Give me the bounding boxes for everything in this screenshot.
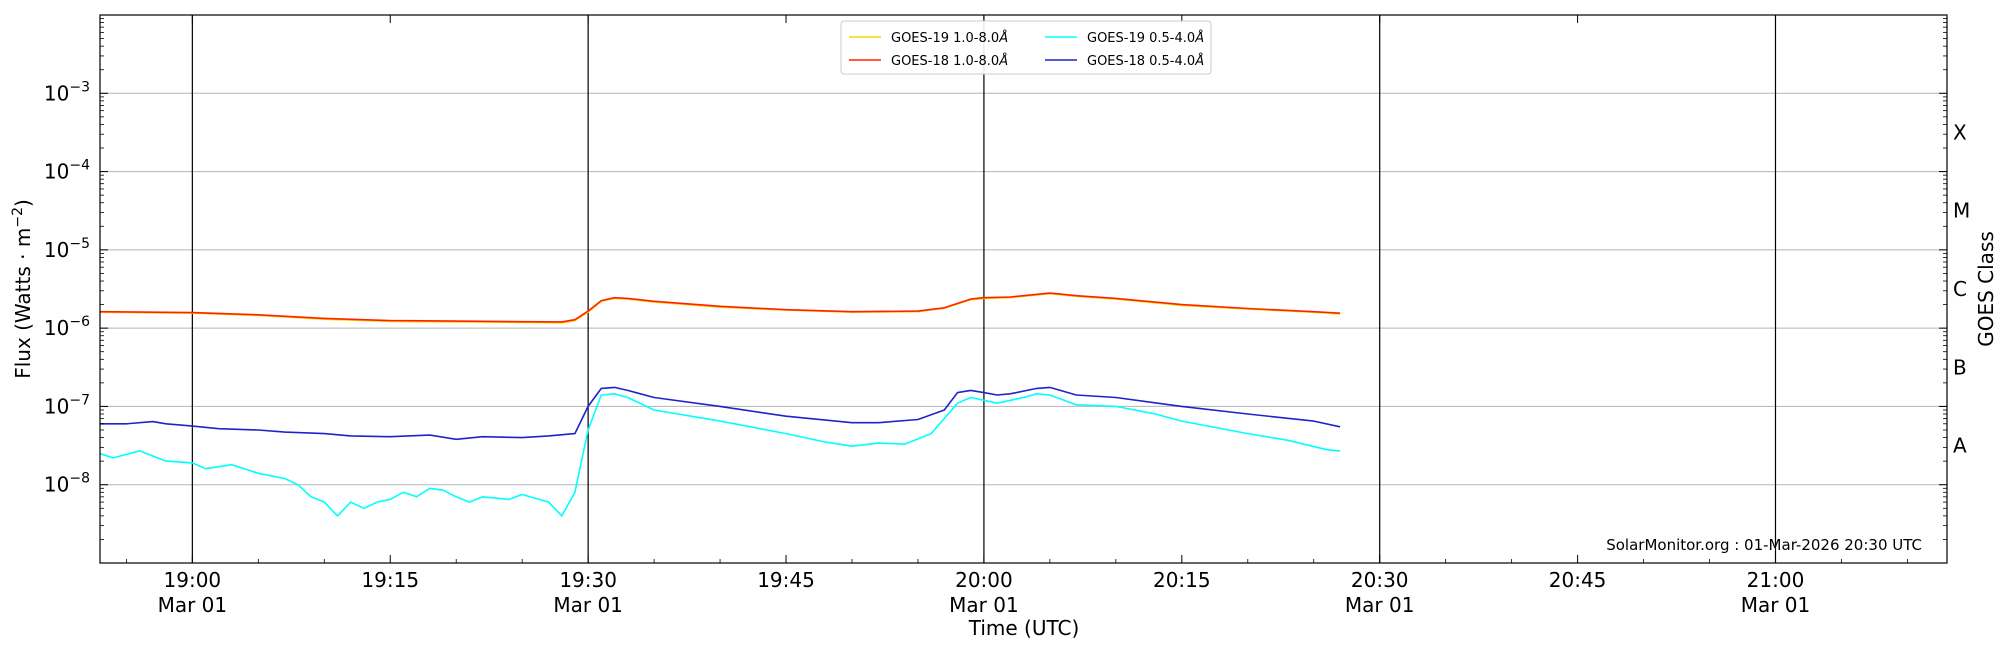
day-marker-lines [191, 15, 1777, 563]
y-tick-label: 10−3 [44, 79, 90, 105]
y-tick-label: 10−4 [44, 158, 90, 184]
credit-text: SolarMonitor.org : 01-Mar-2026 20:30 UTC [1606, 536, 1922, 554]
x-tick-sublabel: Mar 01 [158, 593, 228, 617]
y-axis-title: Flux (Watts · m−2) [10, 199, 35, 379]
y-tick-label: 10−8 [44, 471, 90, 497]
y-tick-label: 10−7 [44, 392, 90, 418]
legend: GOES-19 1.0-8.0Å GOES-18 1.0-8.0Å GOES-19 … [840, 20, 1212, 75]
legend-box [840, 20, 1212, 75]
x-tick-label: 19:15 [361, 568, 419, 592]
series-line [99, 292, 1341, 323]
goes-class-label: A [1953, 434, 1967, 458]
goes-class-label: C [1953, 277, 1967, 301]
x-tick-label: 20:15 [1153, 568, 1211, 592]
series-line [100, 386, 1341, 441]
x-tick-label: 20:00 [955, 568, 1013, 592]
plot-frame [99, 14, 1948, 564]
y-axis: 10−8 10−7 10−6 10−5 10−4 10−3 [44, 18, 108, 540]
x-tick-label: 20:30 [1351, 568, 1409, 592]
horizontal-grid [100, 92, 1947, 486]
x-tick-sublabel: Mar 01 [949, 593, 1019, 617]
legend-label: GOES-18 0.5-4.0Å [1087, 53, 1204, 69]
right-axis-title: GOES Class [1974, 231, 1998, 347]
x-tick-label: 19:45 [757, 568, 815, 592]
x-tick-sublabel: Mar 01 [1741, 593, 1811, 617]
x-tick-label: 19:00 [164, 568, 222, 592]
flux-series [99, 292, 1341, 517]
y-tick-label: 10−5 [44, 236, 90, 262]
x-axis-title: Time (UTC) [968, 616, 1080, 640]
goes-class-axis: A B C M X [1939, 14, 1970, 564]
x-tick-sublabel: Mar 01 [553, 593, 623, 617]
goes-class-label: X [1953, 120, 1967, 144]
plot-background [100, 15, 1947, 563]
y-tick-label: 10−6 [44, 314, 90, 340]
legend-label: GOES-19 1.0-8.0Å [891, 30, 1008, 46]
x-tick-label: 20:45 [1549, 568, 1607, 592]
goes-class-label: M [1953, 199, 1970, 223]
x-tick-label: 19:30 [559, 568, 617, 592]
legend-label: GOES-18 1.0-8.0Å [891, 53, 1008, 69]
goes-class-label: B [1953, 355, 1967, 379]
series-line [99, 392, 1341, 517]
legend-label: GOES-19 0.5-4.0Å [1087, 30, 1204, 46]
x-tick-sublabel: Mar 01 [1345, 593, 1415, 617]
x-tick-label: 21:00 [1747, 568, 1805, 592]
